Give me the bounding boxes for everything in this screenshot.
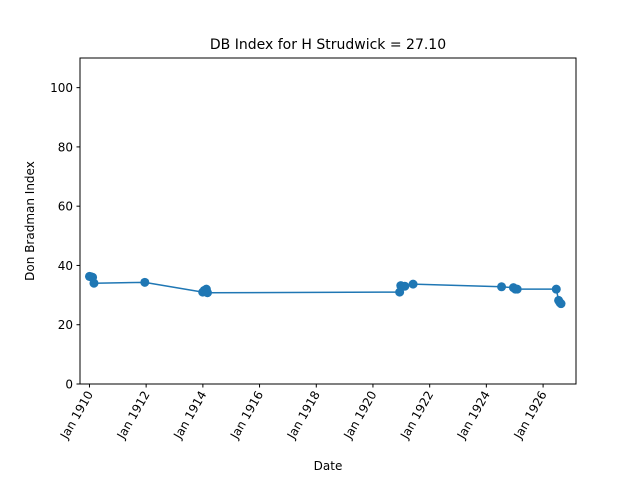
data-point bbox=[551, 284, 561, 294]
data-point bbox=[400, 281, 410, 291]
y-tick-label: 40 bbox=[58, 259, 73, 273]
chart-title: DB Index for H Strudwick = 27.10 bbox=[210, 37, 446, 53]
data-point bbox=[202, 288, 212, 298]
y-tick-label: 60 bbox=[58, 200, 73, 214]
x-tick-label: Jan 1912 bbox=[114, 389, 153, 443]
y-axis-label: Don Bradman Index bbox=[23, 161, 37, 281]
x-tick-label: Jan 1926 bbox=[511, 389, 550, 443]
data-point bbox=[512, 284, 522, 294]
x-tick-label: Jan 1922 bbox=[397, 389, 436, 443]
x-tick-label: Jan 1916 bbox=[227, 389, 266, 443]
x-tick-label: Jan 1914 bbox=[170, 389, 209, 443]
y-tick-label: 80 bbox=[58, 140, 73, 154]
data-point bbox=[140, 277, 150, 287]
x-tick-label: Jan 1920 bbox=[340, 389, 379, 443]
data-point bbox=[556, 299, 566, 309]
series-line bbox=[89, 275, 562, 305]
x-tick-label: Jan 1910 bbox=[57, 389, 96, 443]
x-axis-label: Date bbox=[314, 459, 343, 473]
plot-frame bbox=[79, 57, 577, 385]
y-tick-label: 0 bbox=[65, 378, 73, 392]
data-point bbox=[497, 282, 507, 292]
y-axis-ticks: 0 20 40 60 80 100 bbox=[50, 81, 80, 392]
x-tick-label: Jan 1924 bbox=[454, 389, 493, 443]
x-tick-label: Jan 1918 bbox=[284, 389, 323, 443]
x-axis-ticks: Jan 1910 Jan 1912 Jan 1914 Jan 1916 Jan 1918… bbox=[57, 384, 550, 442]
y-tick-label: 20 bbox=[58, 318, 73, 332]
data-point bbox=[89, 278, 99, 288]
series-layer bbox=[84, 271, 566, 309]
y-tick-label: 100 bbox=[50, 81, 73, 95]
data-point bbox=[408, 279, 418, 289]
